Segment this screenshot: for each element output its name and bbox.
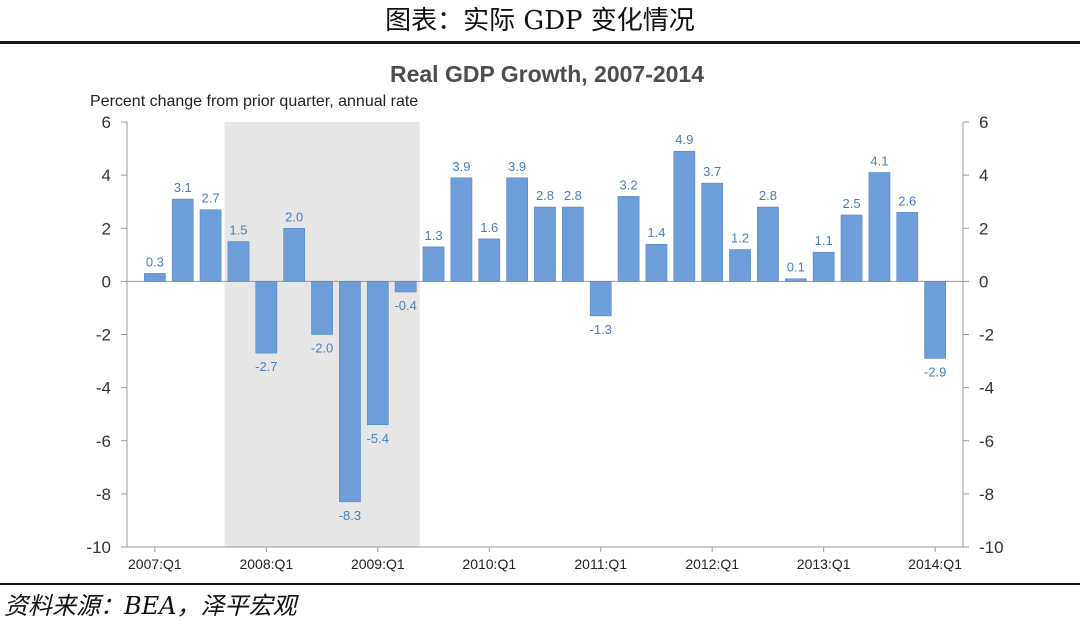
data-label-2007:Q4: 1.5 <box>229 223 247 238</box>
bar-2010:Q4 <box>562 206 584 282</box>
x-tick-label: 2009:Q1 <box>351 556 405 572</box>
bar-2011:Q1 <box>589 281 612 317</box>
data-label-2011:Q3: 1.4 <box>647 225 665 240</box>
left-y-tick-label: 4 <box>102 166 111 185</box>
data-label-2012:Q4: 0.1 <box>787 260 805 275</box>
figure-caption: 图表：实际 GDP 变化情况 <box>385 6 695 36</box>
data-label-2009:Q3: 1.3 <box>424 228 442 243</box>
right-y-tick-label: -10 <box>979 538 1004 557</box>
bar-2011:Q4 <box>673 150 696 282</box>
data-label-2009:Q1: -5.4 <box>367 431 389 446</box>
bar-2009:Q4 <box>450 177 473 282</box>
data-label-2012:Q1: 3.7 <box>703 164 721 179</box>
left-y-tick-label: -10 <box>86 538 111 557</box>
bar-2007:Q3 <box>199 209 222 282</box>
x-tick-label: 2013:Q1 <box>797 556 851 572</box>
source-note: 资料来源：BEA，泽平宏观 <box>4 592 297 620</box>
left-y-tick-label: -4 <box>96 379 111 398</box>
chart-subtitle: Percent change from prior quarter, annua… <box>90 93 418 110</box>
right-y-tick-label: -4 <box>979 379 994 398</box>
data-label-2008:Q4: -8.3 <box>339 508 361 523</box>
gdp-bar-chart: Real GDP Growth, 2007-2014 Percent chang… <box>86 61 1004 572</box>
left-y-tick-label: -6 <box>96 432 111 451</box>
x-tick-label: 2008:Q1 <box>239 556 293 572</box>
data-label-2010:Q2: 3.9 <box>508 159 526 174</box>
x-tick-label: 2010:Q1 <box>462 556 516 572</box>
right-y-tick-label: 6 <box>979 113 988 132</box>
data-label-2010:Q4: 2.8 <box>564 188 582 203</box>
left-y-tick-label: 6 <box>102 113 111 132</box>
left-y-tick-label: -2 <box>96 326 111 345</box>
data-label-2010:Q3: 2.8 <box>536 188 554 203</box>
left-y-tick-label: 0 <box>102 272 111 291</box>
data-label-2009:Q4: 3.9 <box>452 159 470 174</box>
bar-2012:Q2 <box>729 249 751 282</box>
bar-2012:Q3 <box>757 206 779 282</box>
right-y-tick-label: -2 <box>979 326 994 345</box>
bar-2011:Q3 <box>645 243 668 282</box>
data-label-2012:Q3: 2.8 <box>759 188 777 203</box>
left-y-tick-label: 2 <box>102 219 111 238</box>
bar-2010:Q2 <box>506 177 528 282</box>
chart-title: Real GDP Growth, 2007-2014 <box>390 61 704 87</box>
bar-2014:Q1 <box>924 281 946 359</box>
bar-2007:Q1 <box>144 273 166 282</box>
bar-2013:Q4 <box>896 212 919 282</box>
x-tick-label: 2011:Q1 <box>574 556 627 572</box>
data-label-2010:Q1: 1.6 <box>480 220 498 235</box>
data-label-2007:Q3: 2.7 <box>202 191 220 206</box>
data-label-2011:Q2: 3.2 <box>620 177 638 192</box>
bar-2007:Q2 <box>171 198 194 282</box>
data-label-2011:Q4: 4.9 <box>675 132 693 147</box>
right-y-tick-label: -8 <box>979 485 994 504</box>
right-y-tick-label: 4 <box>979 166 988 185</box>
bar-2009:Q3 <box>422 246 445 282</box>
right-y-tick-label: 0 <box>979 272 988 291</box>
data-label-2013:Q1: 1.1 <box>815 233 833 248</box>
bar-2013:Q1 <box>812 251 835 282</box>
bar-2007:Q4 <box>227 241 250 282</box>
data-label-2007:Q1: 0.3 <box>146 254 164 269</box>
data-label-2008:Q1: -2.7 <box>255 359 277 374</box>
data-label-2013:Q3: 4.1 <box>870 153 888 168</box>
bar-2011:Q2 <box>617 196 640 282</box>
right-y-tick-label: -6 <box>979 432 994 451</box>
bar-2013:Q2 <box>840 214 863 282</box>
footer-divider <box>0 583 1080 585</box>
bar-2008:Q3 <box>311 281 333 335</box>
bar-2008:Q4 <box>339 281 361 503</box>
data-label-2008:Q2: 2.0 <box>285 209 303 224</box>
data-label-2009:Q2: -0.4 <box>394 298 416 313</box>
data-label-2014:Q1: -2.9 <box>924 364 946 379</box>
caption-divider <box>0 41 1080 44</box>
data-label-2008:Q3: -2.0 <box>311 341 333 356</box>
bar-2009:Q1 <box>366 281 389 426</box>
bar-2009:Q2 <box>394 281 417 293</box>
bar-2008:Q2 <box>283 228 306 282</box>
left-y-tick-label: -8 <box>96 485 111 504</box>
x-tick-label: 2014:Q1 <box>908 556 962 572</box>
bar-2008:Q1 <box>255 281 278 354</box>
bar-2010:Q3 <box>534 206 556 282</box>
data-label-2012:Q2: 1.2 <box>731 231 749 246</box>
right-y-tick-label: 2 <box>979 219 988 238</box>
data-label-2013:Q4: 2.6 <box>898 193 916 208</box>
bar-2012:Q4 <box>784 278 807 282</box>
x-tick-label: 2012:Q1 <box>685 556 739 572</box>
data-label-2011:Q1: -1.3 <box>590 322 612 337</box>
bar-2013:Q3 <box>868 172 891 282</box>
data-label-2013:Q2: 2.5 <box>842 196 860 211</box>
bar-2010:Q1 <box>478 238 501 282</box>
data-label-2007:Q2: 3.1 <box>174 180 192 195</box>
bar-2012:Q1 <box>701 182 724 282</box>
x-tick-label: 2007:Q1 <box>128 556 182 572</box>
